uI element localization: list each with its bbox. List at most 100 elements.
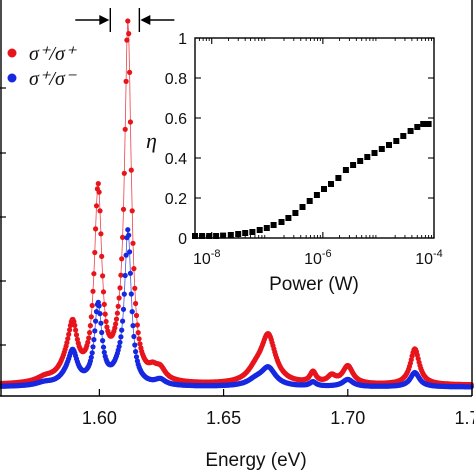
data-point <box>129 309 135 315</box>
main-x-axis-label: Energy (eV) <box>205 450 306 471</box>
data-point <box>93 203 100 209</box>
data-point <box>100 273 106 279</box>
data-point <box>118 334 124 340</box>
data-point <box>120 318 126 324</box>
inset-data-point <box>235 231 242 237</box>
inset-plot: 10-8 10-6 10-4 0 0.2 0.4 0.6 0.8 1 η Power (W) <box>146 31 443 295</box>
data-point <box>88 354 94 360</box>
data-point <box>101 349 107 355</box>
data-point <box>130 323 136 329</box>
data-point <box>86 335 92 341</box>
main-series-layer <box>0 18 474 390</box>
inset-y-tick-label: 0.6 <box>165 111 187 128</box>
data-point <box>125 18 131 24</box>
inset-data-point <box>285 215 292 221</box>
data-point <box>128 291 134 297</box>
inset-data-point <box>321 186 327 192</box>
data-point <box>67 327 73 333</box>
inset-data-point <box>357 158 364 164</box>
data-point <box>116 295 122 301</box>
right-arrow-head <box>140 15 151 25</box>
inset-x-ticks: 10-8 10-6 10-4 <box>193 38 443 268</box>
data-point <box>118 272 124 278</box>
inset-data-point <box>299 204 306 210</box>
data-point <box>121 291 127 297</box>
data-point <box>73 332 80 338</box>
data-point <box>101 301 107 307</box>
data-point <box>91 271 97 277</box>
data-point <box>100 338 106 344</box>
legend: σ⁺/σ⁺ σ⁺/σ⁻ <box>7 43 77 90</box>
inset-x-tick-label: 10-4 <box>415 248 443 268</box>
legend-label-co-polarized: σ⁺/σ⁺ <box>29 43 77 65</box>
data-point <box>88 314 94 320</box>
main-x-ticks: 1.60 1.65 1.70 1.75 <box>82 389 474 428</box>
data-point <box>114 310 120 316</box>
data-point <box>133 354 140 360</box>
data-point <box>133 312 140 319</box>
data-point <box>126 30 132 37</box>
series-points <box>0 227 474 390</box>
data-point <box>125 227 131 233</box>
data-point <box>136 336 142 342</box>
data-point <box>117 339 123 345</box>
inset-y-tick-label: 0 <box>178 231 187 248</box>
legend-marker-cross-polarized <box>7 73 17 83</box>
data-point <box>131 333 137 340</box>
legend-marker-co-polarized <box>7 48 17 58</box>
inset-data-point <box>328 181 334 187</box>
inset-y-tick-label: 0.2 <box>165 191 187 208</box>
data-point <box>93 226 99 232</box>
data-point <box>135 330 141 336</box>
data-point <box>91 337 97 343</box>
data-point <box>99 329 105 336</box>
data-point <box>90 344 96 350</box>
data-point <box>123 78 129 84</box>
inset-y-ticks: 0 0.2 0.4 0.6 0.8 1 <box>165 31 434 248</box>
inset-x-axis-label: Power (W) <box>269 274 359 295</box>
data-point <box>131 266 137 272</box>
data-point <box>92 328 98 334</box>
data-point <box>119 256 125 262</box>
data-point <box>129 208 135 214</box>
data-point <box>97 208 103 214</box>
data-point <box>120 206 127 212</box>
data-point <box>127 249 133 255</box>
inset-data-point <box>420 121 427 127</box>
data-point <box>113 321 119 327</box>
inset-data-point <box>414 124 421 130</box>
data-point <box>100 289 107 295</box>
data-point <box>85 339 91 345</box>
inset-y-tick-label: 0.4 <box>165 151 187 168</box>
data-point <box>124 37 130 43</box>
data-point <box>72 322 78 328</box>
data-point <box>112 325 118 331</box>
data-point <box>113 316 120 322</box>
data-point <box>89 350 95 356</box>
inset-data-point <box>256 227 263 233</box>
inset-data-point <box>378 146 385 152</box>
inset-data-point <box>350 162 357 168</box>
data-point <box>103 318 109 325</box>
data-point <box>99 253 105 259</box>
data-point <box>128 167 134 173</box>
inset-data-point <box>407 128 414 134</box>
inset-series-layer <box>192 121 432 239</box>
data-point <box>132 285 138 291</box>
inset-data-point <box>263 225 270 231</box>
x-tick-label: 1.70 <box>330 408 365 428</box>
data-point <box>127 119 133 125</box>
legend-label-cross-polarized: σ⁺/σ⁻ <box>29 68 77 90</box>
data-point <box>121 170 127 176</box>
data-point <box>133 300 139 307</box>
inset-data-point <box>400 133 407 139</box>
data-point <box>66 331 72 337</box>
inset-data-point <box>242 230 249 236</box>
data-point <box>87 330 93 336</box>
data-point <box>102 311 108 317</box>
data-point <box>134 322 140 328</box>
data-point <box>126 232 132 238</box>
inset-data-point <box>393 138 400 144</box>
